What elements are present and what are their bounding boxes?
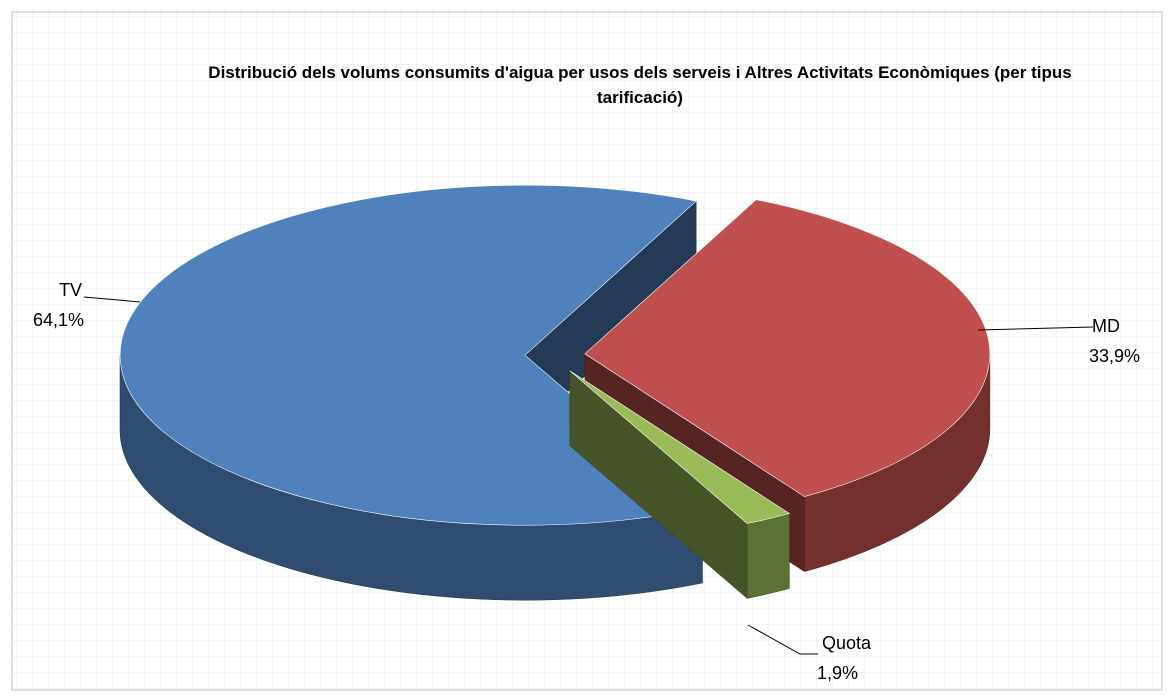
slice [119,184,704,526]
value-label: 64,1% [33,310,84,330]
slice-wall [746,513,790,599]
slice [584,199,991,497]
value-label: 33,9% [1089,346,1140,366]
chart-title: Distribució dels volums consumits d'aigu… [208,63,1072,107]
slice [569,370,791,524]
leader-line [977,326,1094,331]
labels: MD 33,9% Quota 1,9% TV 64,1% [33,280,1140,683]
leader-line [747,624,818,655]
value-label: 1,9% [817,663,858,683]
category-label: Quota [822,633,872,653]
category-label: MD [1092,316,1120,336]
pie [119,184,991,601]
category-label: TV [59,280,82,300]
leader-line [83,296,141,303]
